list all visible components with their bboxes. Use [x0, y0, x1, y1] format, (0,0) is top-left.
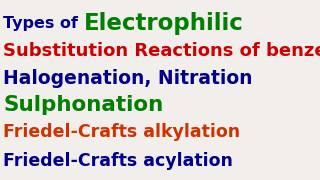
Text: Friedel-Crafts alkylation: Friedel-Crafts alkylation: [3, 123, 240, 141]
Text: Halogenation, Nitration: Halogenation, Nitration: [3, 69, 253, 88]
Text: Types of: Types of: [3, 16, 84, 31]
Text: Friedel-Crafts acylation: Friedel-Crafts acylation: [3, 152, 233, 170]
Text: Sulphonation: Sulphonation: [3, 95, 164, 115]
Text: Electrophilic: Electrophilic: [84, 12, 244, 35]
Text: Substitution Reactions of benzene: Substitution Reactions of benzene: [3, 42, 320, 60]
